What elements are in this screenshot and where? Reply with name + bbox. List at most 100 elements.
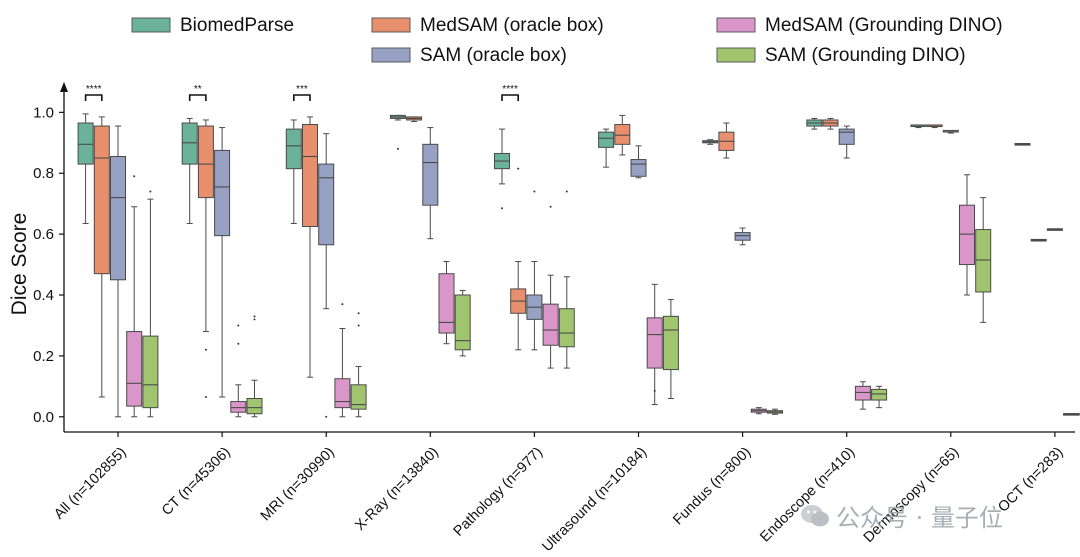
legend-swatch [716, 17, 756, 33]
outlier-point [357, 312, 360, 315]
legend-label: BiomedParse [180, 15, 294, 36]
category-group [598, 114, 679, 406]
outlier-point [204, 348, 207, 351]
box-biomedparse [910, 124, 927, 129]
x-tick-label: Pathology (n=977) [451, 444, 546, 539]
box-iqr [181, 122, 198, 165]
category-group [1014, 143, 1080, 416]
box-sam-grounding-dino- [767, 408, 783, 415]
box-iqr [438, 273, 455, 334]
box-iqr [285, 128, 302, 170]
box-iqr [126, 331, 143, 407]
y-axis-arrow [60, 82, 68, 92]
box-iqr [318, 163, 335, 246]
box-sam-grounding-dino- [454, 289, 471, 357]
box-iqr [614, 124, 631, 145]
box-sam-oracle-box- [318, 133, 335, 418]
significance-label: **** [86, 84, 102, 95]
outlier-point [253, 318, 256, 321]
x-tick-label: X-Ray (n=13840) [352, 444, 442, 534]
box-iqr [214, 149, 231, 237]
box-sam-grounding-dino- [558, 190, 575, 369]
box-iqr [246, 398, 263, 415]
outlier-point [396, 147, 399, 150]
legend-label: MedSAM (oracle box) [420, 15, 604, 36]
box-iqr [422, 143, 439, 206]
category-group: *** [285, 84, 367, 418]
outlier-point [517, 167, 520, 170]
box-medsam-oracle-box- [926, 124, 943, 129]
legend-swatch [716, 47, 756, 63]
box-medsam-grounding-dino- [542, 205, 559, 369]
legend: BiomedParse MedSAM (oracle box) SAM (oracl… [131, 15, 1003, 66]
box-iqr [838, 128, 855, 145]
box-biomedparse [285, 119, 302, 224]
category-group: ** [181, 84, 263, 418]
category-group [910, 124, 992, 323]
box-sam-grounding-dino- [662, 299, 679, 400]
x-tick-label: All (n=102855) [51, 444, 129, 522]
box-biomedparse [77, 113, 94, 224]
box-medsam-grounding-dino- [959, 174, 975, 296]
y-tick-label: 0.4 [33, 287, 54, 304]
box-medsam-grounding-dino- [126, 175, 143, 418]
box-medsam-grounding-dino- [854, 381, 871, 410]
y-tick-label: 0.6 [33, 226, 54, 243]
box-medsam-oracle-box- [614, 114, 631, 156]
box-medsam-oracle-box- [718, 122, 735, 159]
significance-bracket [188, 94, 207, 101]
box-medsam-grounding-dino- [1063, 413, 1080, 416]
legend-swatch [371, 47, 411, 63]
outlier-point [341, 303, 344, 306]
box-sam-oracle-box- [422, 127, 439, 240]
box-iqr [646, 317, 663, 369]
significance-label: **** [502, 84, 518, 95]
category-group: **** [494, 84, 575, 369]
box-sam-oracle-box- [838, 125, 855, 159]
box-sam-oracle-box- [630, 145, 647, 179]
y-axis-label: Dice Score [8, 213, 31, 316]
box-iqr [142, 335, 159, 409]
box-iqr [975, 229, 992, 293]
box-iqr [662, 315, 679, 371]
legend-label: SAM (Grounding DINO) [765, 45, 966, 66]
outlier-point [237, 342, 240, 345]
box-medsam-grounding-dino- [646, 283, 663, 406]
box-sam-oracle-box- [214, 127, 231, 398]
box-iqr [302, 124, 318, 228]
box-iqr [542, 303, 559, 346]
outlier-point [565, 190, 568, 193]
watermark-text: 公众号 · 量子位 [836, 504, 1003, 532]
outlier-point [653, 389, 656, 392]
y-tick-label: 1.0 [33, 104, 54, 121]
axes: 0.0 0.2 0.4 0.6 0.8 1.0 Dice Score [8, 82, 1075, 433]
outlier-point [501, 207, 503, 210]
box-sam-oracle-box- [734, 227, 751, 246]
box-iqr [110, 155, 126, 281]
legend-swatch [371, 17, 411, 33]
box-medsam-grounding-dino- [230, 324, 247, 418]
box-sam-grounding-dino- [871, 385, 888, 409]
significance-bracket [293, 94, 311, 101]
outlier-point [253, 315, 256, 318]
outlier-point [149, 190, 152, 193]
box-iqr [630, 159, 647, 177]
outlier-point [533, 190, 536, 193]
box-biomedparse [598, 128, 615, 168]
legend-label: MedSAM (Grounding DINO) [765, 15, 1003, 36]
box-sam-oracle-box- [110, 125, 126, 418]
significance-label: ** [194, 84, 202, 95]
outlier-point [237, 324, 240, 327]
box-iqr [558, 308, 575, 348]
legend-swatch [131, 17, 171, 33]
box-medsam-grounding-dino- [334, 303, 351, 418]
y-tick-label: 0.0 [33, 409, 54, 426]
box-iqr [77, 122, 94, 165]
box-iqr [854, 385, 871, 401]
box-medsam-oracle-box- [93, 116, 110, 398]
x-tick-label: MRI (n=30990) [258, 444, 338, 524]
box-biomedparse [806, 117, 823, 130]
box-sam-oracle-box- [1046, 228, 1063, 231]
outlier-point [133, 175, 136, 178]
box-iqr [871, 388, 888, 401]
